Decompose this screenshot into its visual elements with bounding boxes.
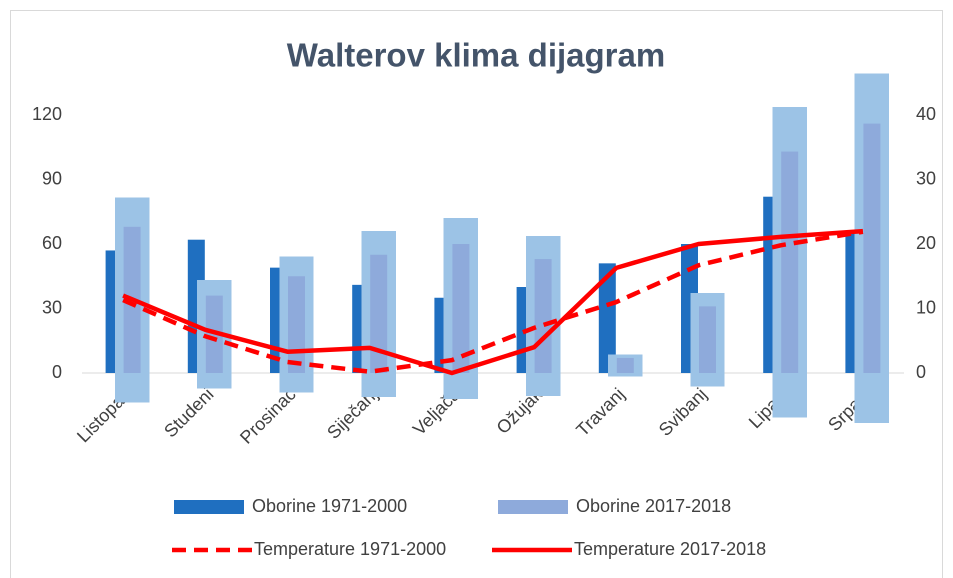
legend-label: Oborine 1971-2000 [252, 496, 407, 516]
bar [845, 233, 863, 373]
bar [699, 306, 716, 373]
legend-swatch [174, 500, 244, 514]
temp-line [122, 229, 864, 374]
bar [370, 254, 388, 373]
bar [434, 297, 452, 373]
legend-label: Oborine 2017-2018 [576, 496, 731, 516]
chart-border [10, 10, 943, 578]
y2-tick-label: 30 [916, 168, 936, 188]
legend-swatch [498, 500, 568, 514]
bar [352, 284, 370, 373]
bar [534, 259, 552, 373]
y-tick-label: 90 [42, 168, 62, 188]
temp-line [122, 228, 864, 376]
y-tick-label: 0 [52, 362, 62, 382]
bar [763, 196, 781, 373]
y-tick-label: 120 [32, 104, 62, 124]
legend-label: Temperature 1971-2000 [254, 539, 446, 559]
bar [616, 357, 634, 373]
bar [781, 151, 799, 373]
bar [681, 244, 698, 373]
y2-tick-label: 20 [916, 233, 936, 253]
bar [598, 263, 616, 373]
legend-label: Temperature 2017-2018 [574, 539, 766, 559]
bar [105, 250, 123, 373]
y-tick-label: 60 [42, 233, 62, 253]
y2-tick-label: 10 [916, 297, 936, 317]
bar [288, 276, 305, 373]
chart-title: Walterov klima dijagram [287, 37, 665, 74]
y2-tick-label: 0 [916, 362, 926, 382]
y-tick-label: 30 [42, 297, 62, 317]
bar [452, 244, 470, 373]
bar [187, 239, 205, 373]
bar [863, 123, 881, 373]
y2-tick-label: 40 [916, 104, 936, 124]
